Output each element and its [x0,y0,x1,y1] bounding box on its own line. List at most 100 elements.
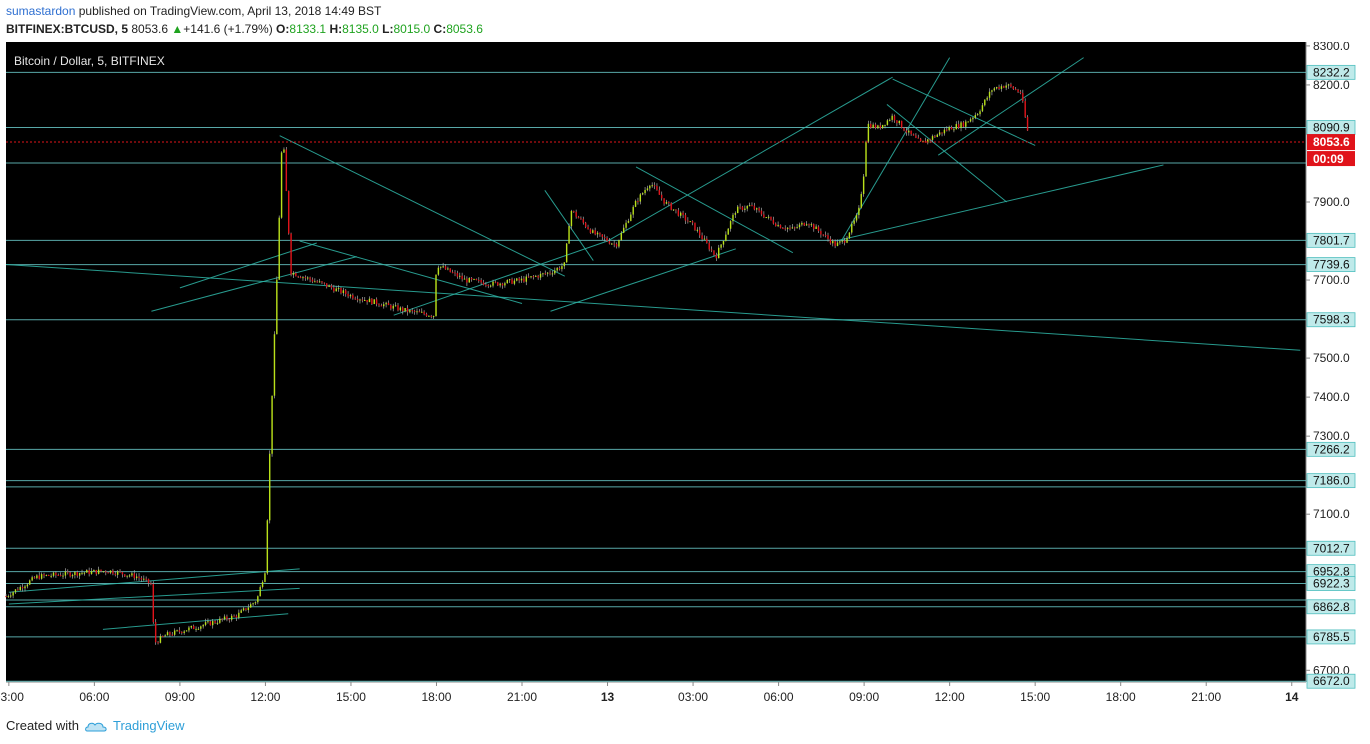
time-axis[interactable] [6,682,1306,708]
candle-body [100,569,102,572]
candle-body [50,575,52,577]
candle-body [209,621,212,626]
candle-body [677,210,680,216]
tradingview-link[interactable]: TradingView [112,718,185,733]
trend-line [151,256,357,312]
candle-body [285,149,288,192]
candle-body [150,583,152,585]
candle-body [228,619,231,621]
level-tag [1306,673,1356,689]
price-chart[interactable]: 8300.0 8200.0 7900.0 7700.0 7500.0 7400.0 7300… [0,42,1370,708]
candle-body [280,152,283,218]
candle-body [841,240,843,242]
level-tag [1306,473,1356,489]
candle-body [565,243,568,263]
candle-body [908,130,910,133]
candle-body [575,211,577,217]
candle-body [259,587,261,597]
candle-body [482,282,485,285]
candle-body [131,573,133,576]
candle-body [865,141,867,177]
candle-body [653,185,656,187]
candle-body [299,276,302,278]
candle-body [891,115,893,120]
candle-body [261,581,264,588]
candle-body [922,140,924,142]
candle-body [813,224,815,229]
candle-body [10,595,12,597]
candle-body [430,315,432,317]
price-tick-label: 7100.0 [1313,507,1350,521]
time-tick-label: 03:00 [678,690,708,704]
candle-body [644,190,646,194]
candle-body [416,311,418,313]
candle-body [333,287,335,292]
level-tag-label: 6672.0 [1313,674,1350,688]
horizontal-levels [6,71,1306,682]
level-tag-label: 7598.3 [1313,313,1350,327]
candle-body [24,586,26,589]
candle-body [808,224,810,226]
candle-body [506,280,508,284]
trend-line [8,568,300,593]
candle-body [760,210,763,215]
candle-body [953,129,955,131]
candle-body [805,224,808,226]
candle-body [249,604,252,608]
candle-body [618,240,620,247]
candle-body [171,634,174,636]
candle-body [625,222,627,228]
price-tick-label: 7700.0 [1313,273,1350,287]
candle-body [599,232,601,235]
candle-body [708,242,710,250]
candle-body [530,276,532,278]
candle-body [76,571,78,576]
candle-body [995,87,998,89]
candle-body [335,288,337,292]
candle-body [627,220,630,223]
candle-body [1019,91,1022,94]
candle-body [620,232,623,241]
candle-body [164,635,166,637]
candle-body [287,191,290,234]
author-link[interactable]: sumastardon [6,4,76,18]
level-tag [1306,232,1356,248]
candle-body [630,214,632,221]
candle-body [879,125,881,129]
candle-body [946,129,948,131]
candle-body [107,572,109,574]
plot-area[interactable] [6,42,1306,682]
candle-body [872,124,874,128]
candle-body [924,140,927,143]
candle-body [323,282,326,284]
trend-line [937,57,1084,156]
candle-body [145,578,147,580]
candle-body [867,123,870,142]
candle-body [207,621,209,623]
price-tag-label: 8053.6 [1313,135,1350,149]
candle-body [409,310,411,313]
trend-line [102,613,289,630]
publish-line: sumastardon published on TradingView.com… [6,4,381,18]
level-tag [1306,64,1356,80]
candle-body [147,578,150,584]
candle-body [340,288,342,294]
candle-body [656,185,658,190]
candle-body [394,305,397,307]
candle-body [834,240,836,246]
candle-body [910,130,912,135]
candle-body [432,316,435,318]
candle-body [713,250,715,255]
candle-body [78,573,81,576]
price-tag-bg [1307,134,1355,151]
candle-body [345,290,347,294]
time-tick-label: 18:00 [421,690,451,704]
candle-body [473,278,475,280]
candle-body [442,266,444,268]
candle-body [278,217,280,280]
candle-body [88,570,90,575]
candle-body [744,208,746,210]
candle-body [86,570,88,573]
candle-body [832,240,834,244]
time-tick-label: 21:00 [507,690,537,704]
